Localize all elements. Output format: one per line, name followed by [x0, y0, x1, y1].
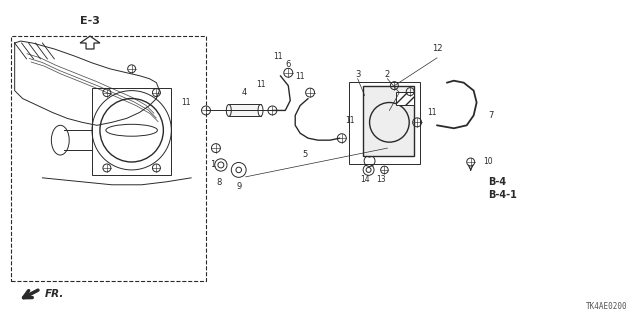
Text: 10: 10	[484, 157, 493, 166]
Text: E-3: E-3	[80, 16, 100, 26]
Text: 9: 9	[236, 182, 241, 191]
Text: TK4AE0200: TK4AE0200	[586, 302, 627, 311]
Bar	[349, 82, 420, 164]
Text: 13: 13	[377, 175, 387, 184]
Text: 4: 4	[242, 88, 247, 97]
Text: 3: 3	[355, 70, 360, 79]
Text: 12: 12	[432, 44, 442, 53]
Text: B-4: B-4	[488, 177, 507, 187]
Text: 5: 5	[303, 150, 308, 159]
Bar	[11, 36, 206, 281]
Text: 11: 11	[274, 52, 283, 61]
Ellipse shape	[227, 105, 231, 116]
Ellipse shape	[258, 105, 263, 116]
Text: 7: 7	[488, 111, 494, 120]
Text: 14: 14	[360, 175, 369, 184]
Text: 11: 11	[427, 108, 436, 117]
Text: 2: 2	[385, 70, 390, 79]
Text: 11: 11	[345, 116, 355, 125]
Text: 1: 1	[211, 160, 216, 169]
Polygon shape	[80, 36, 100, 49]
Bar	[396, 92, 414, 106]
Text: 11: 11	[182, 98, 191, 107]
Bar	[363, 86, 414, 156]
Text: B-4-1: B-4-1	[488, 190, 517, 200]
Text: 8: 8	[216, 178, 221, 187]
Text: FR.: FR.	[44, 289, 64, 299]
Bar	[228, 105, 260, 116]
Bar	[92, 88, 172, 175]
Text: 6: 6	[285, 60, 291, 69]
Text: 11: 11	[256, 80, 265, 89]
Text: 11: 11	[296, 72, 305, 81]
